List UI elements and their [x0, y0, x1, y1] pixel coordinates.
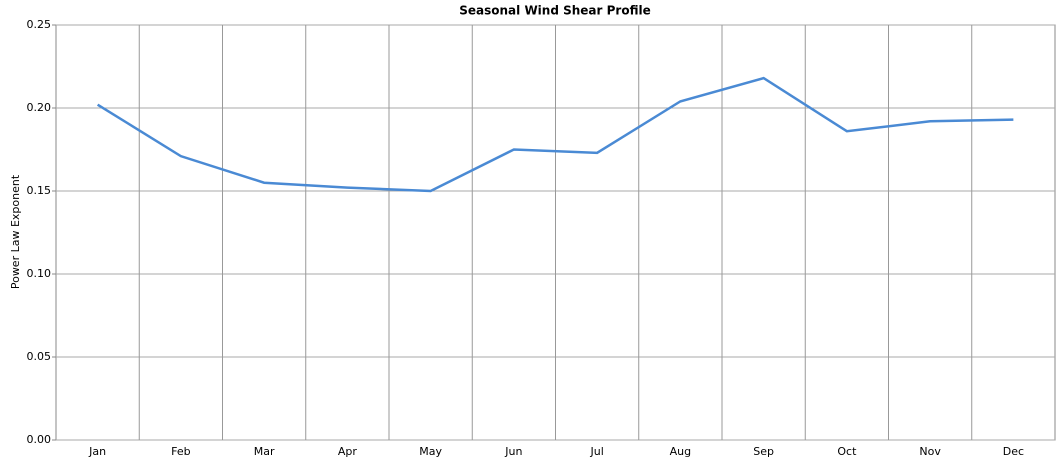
- y-tick-label: 0.10: [27, 267, 52, 280]
- chart-title: Seasonal Wind Shear Profile: [459, 4, 650, 18]
- y-tick-label: 0.15: [27, 184, 52, 197]
- y-tick-label: 0.00: [27, 433, 52, 446]
- x-tick-label: Feb: [171, 445, 190, 458]
- x-tick-label: Jan: [88, 445, 106, 458]
- y-tick-label: 0.05: [27, 350, 52, 363]
- y-tick-label: 0.25: [27, 18, 52, 31]
- x-tick-label: May: [419, 445, 442, 458]
- x-tick-label: Jul: [589, 445, 603, 458]
- x-tick-label: Dec: [1003, 445, 1024, 458]
- x-tick-label: Mar: [254, 445, 275, 458]
- y-tick-label: 0.20: [27, 101, 52, 114]
- y-axis-label: Power Law Exponent: [9, 174, 22, 289]
- x-tick-label: Aug: [670, 445, 691, 458]
- x-tick-label: Oct: [837, 445, 857, 458]
- x-tick-label: Nov: [919, 445, 941, 458]
- x-tick-label: Jun: [504, 445, 522, 458]
- x-tick-label: Apr: [338, 445, 358, 458]
- line-series: [96, 76, 1014, 193]
- x-tick-label: Sep: [753, 445, 774, 458]
